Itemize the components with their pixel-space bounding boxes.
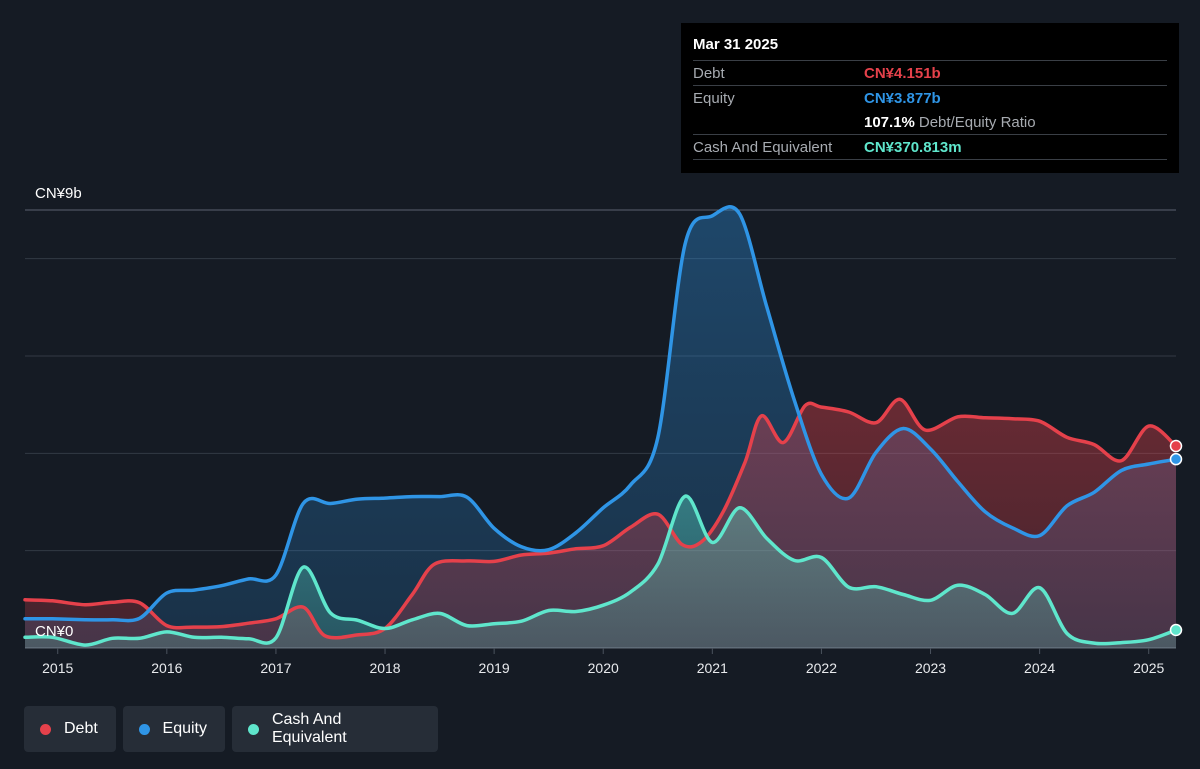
debt-end-marker bbox=[1169, 439, 1183, 453]
cash-line bbox=[23, 494, 1178, 647]
chart-legend: Debt Equity Cash And Equivalent bbox=[24, 706, 438, 752]
y-axis-min-label: CN¥0 bbox=[35, 623, 73, 640]
tooltip-cash-value: CN¥370.813m bbox=[864, 138, 962, 156]
tooltip-cash-row: Cash And Equivalent CN¥370.813m bbox=[693, 134, 1167, 160]
cash-end-marker bbox=[1169, 623, 1183, 637]
tooltip-debt-value: CN¥4.151b bbox=[864, 64, 941, 82]
x-tick-label: 2022 bbox=[806, 660, 837, 676]
legend-debt-label: Debt bbox=[64, 720, 98, 737]
tooltip-date: Mar 31 2025 bbox=[693, 36, 779, 53]
cash-area bbox=[25, 496, 1176, 648]
x-tick-label: 2020 bbox=[588, 660, 619, 676]
series-lines bbox=[23, 205, 1178, 647]
legend-item-equity[interactable]: Equity bbox=[123, 706, 225, 752]
legend-equity-label: Equity bbox=[162, 720, 207, 737]
end-markers bbox=[1169, 439, 1183, 637]
tooltip-equity-value: CN¥3.877b bbox=[864, 89, 941, 107]
equity-dot-icon bbox=[139, 723, 150, 735]
equity-end-marker bbox=[1169, 452, 1183, 466]
x-tick-label: 2024 bbox=[1024, 660, 1055, 676]
x-tick-label: 2025 bbox=[1133, 660, 1164, 676]
legend-item-debt[interactable]: Debt bbox=[24, 706, 116, 752]
x-axis-ticks: 2015 2016 2017 2018 2019 2020 2021 2022 2023 2024… bbox=[42, 648, 1165, 676]
x-tick-label: 2023 bbox=[915, 660, 946, 676]
x-tick-label: 2017 bbox=[260, 660, 291, 676]
tooltip-equity-row: Equity CN¥3.877b bbox=[693, 85, 1167, 110]
cash-dot-icon bbox=[248, 723, 259, 735]
x-tick-label: 2016 bbox=[151, 660, 182, 676]
legend-cash-label: Cash And Equivalent bbox=[271, 711, 347, 746]
tooltip-debt-row: Debt CN¥4.151b bbox=[693, 60, 1167, 85]
debt-line bbox=[23, 397, 1178, 640]
y-axis-max-label: CN¥9b bbox=[35, 185, 82, 202]
tooltip-cash-label: Cash And Equivalent bbox=[693, 138, 833, 156]
debt-dot-icon bbox=[40, 723, 51, 735]
tooltip-debt-label: Debt bbox=[693, 64, 725, 82]
x-tick-label: 2021 bbox=[697, 660, 728, 676]
data-tooltip: Mar 31 2025 Debt CN¥4.151b Equity CN¥3.8… bbox=[681, 23, 1179, 173]
debt-area bbox=[25, 399, 1176, 648]
equity-line bbox=[23, 205, 1178, 623]
x-tick-label: 2019 bbox=[479, 660, 510, 676]
legend-item-cash[interactable]: Cash And Equivalent bbox=[232, 706, 438, 752]
x-tick-label: 2015 bbox=[42, 660, 73, 676]
tooltip-ratio-label: Debt/Equity Ratio bbox=[918, 113, 1036, 131]
tooltip-ratio-value: 107.1% bbox=[864, 113, 915, 131]
y-axis-labels: CN¥0 CN¥9b bbox=[35, 185, 82, 640]
tooltip-equity-label: Equity bbox=[693, 89, 735, 107]
series-areas bbox=[25, 206, 1176, 648]
x-tick-label: 2018 bbox=[369, 660, 400, 676]
debt-equity-chart: 2015 2016 2017 2018 2019 2020 2021 2022 2023 2024… bbox=[23, 185, 1183, 676]
tooltip-ratio-row: 107.1% Debt/Equity Ratio bbox=[693, 110, 1167, 134]
